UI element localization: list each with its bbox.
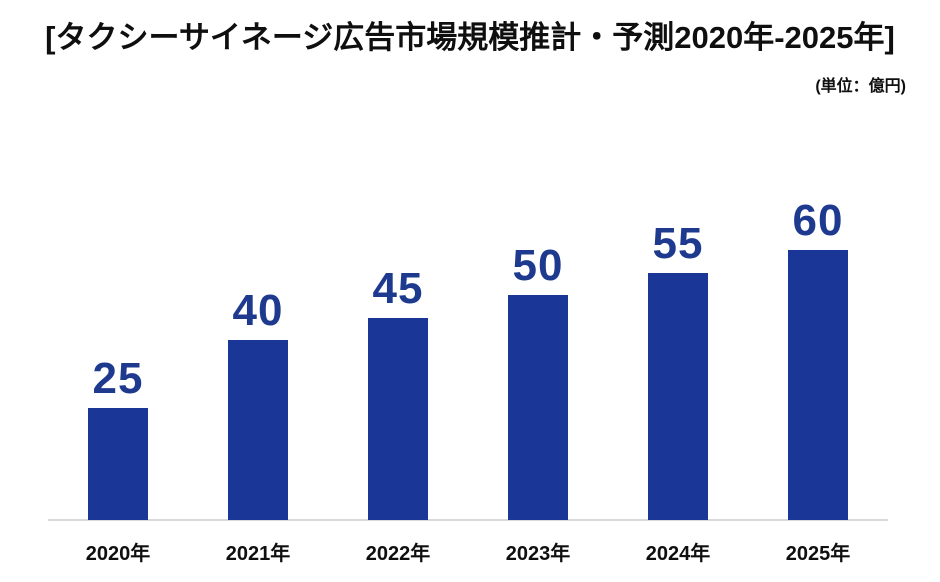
bar-value-label: 55 xyxy=(652,218,704,268)
bar-column: 60 2025年 xyxy=(748,199,888,582)
bar-value-label: 40 xyxy=(232,286,284,335)
bar-column: 55 2024年 xyxy=(608,218,748,582)
x-axis-label: 2024年 xyxy=(645,542,711,565)
bar xyxy=(88,407,148,520)
bar xyxy=(508,295,568,520)
x-axis-line xyxy=(48,519,888,521)
bar xyxy=(648,272,708,520)
x-axis-label: 2021年 xyxy=(225,542,291,565)
bar-value-label: 60 xyxy=(792,196,844,245)
bar xyxy=(228,340,288,520)
x-axis-label: 2022年 xyxy=(365,542,431,565)
chart-title: [タクシーサイネージ広告市場規模推計・予測2020年-2025年] xyxy=(45,20,895,55)
x-axis-label: 2020年 xyxy=(85,542,151,565)
x-axis-label: 2025年 xyxy=(785,542,851,565)
unit-label: (単位：億円) xyxy=(815,78,906,95)
bar-column: 25 2020年 xyxy=(48,353,188,582)
bar-column: 45 2022年 xyxy=(328,263,468,582)
bar xyxy=(368,317,428,520)
bar-column: 40 2021年 xyxy=(188,289,328,582)
bar xyxy=(788,250,848,520)
x-axis-label: 2023年 xyxy=(505,542,571,565)
bar-chart: 25 2020年 40 2021年 45 2022年 50 2023年 55 2… xyxy=(48,0,888,582)
bar-value-label: 45 xyxy=(372,263,424,313)
bar-value-label: 50 xyxy=(512,241,564,290)
bar-column: 50 2023年 xyxy=(468,244,608,582)
bar-value-label: 25 xyxy=(92,353,144,403)
